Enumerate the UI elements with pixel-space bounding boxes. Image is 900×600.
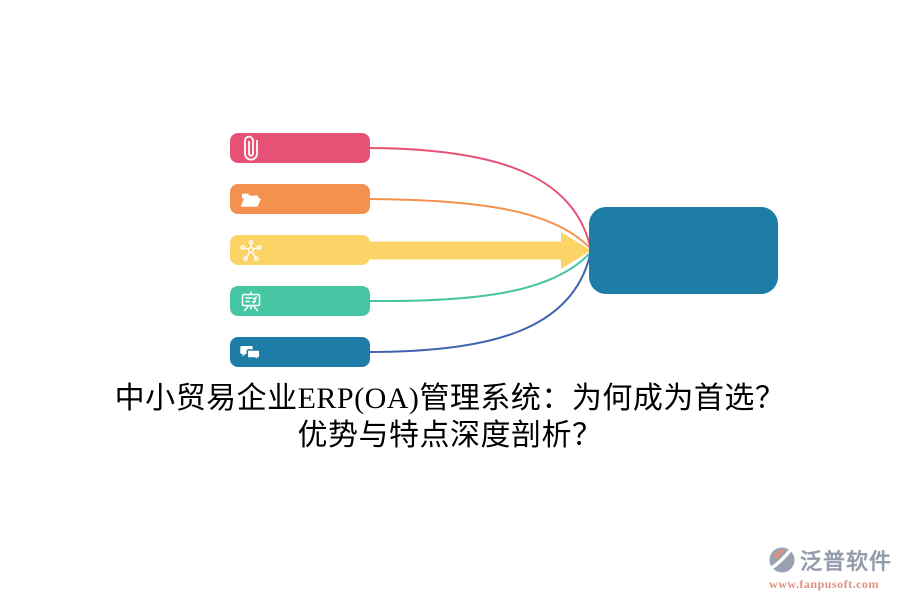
- connector-curves: [369, 147, 591, 353]
- open-folder-icon: [240, 193, 261, 207]
- node-bar-attachment: [230, 133, 370, 163]
- connector-attachment: [369, 147, 591, 247]
- fanpu-logo-icon: [769, 547, 795, 573]
- title-line-2: 优势与特点深度剖析？: [297, 419, 603, 452]
- node-bar-presentation: [230, 286, 370, 316]
- node-bar-chat: [230, 337, 370, 367]
- connector-presentation: [369, 253, 590, 303]
- watermark-url: www.fanpusoft.com: [769, 577, 879, 591]
- paperclip-icon: [244, 135, 258, 161]
- node-bar-folder: [230, 184, 370, 214]
- chat-bubbles-icon: [240, 346, 261, 363]
- watermark: 泛普软件 www.fanpusoft.com: [756, 544, 892, 592]
- target-block: [589, 207, 778, 294]
- title-line-1: 中小贸易企业ERP(OA)管理系统：为何成为首选？: [114, 382, 786, 415]
- connector-chat: [369, 254, 591, 353]
- title-block: 中小贸易企业ERP(OA)管理系统：为何成为首选？ 优势与特点深度剖析？: [0, 380, 900, 454]
- connector-folder: [369, 198, 590, 248]
- presentation-board-icon: [241, 291, 261, 312]
- watermark-brand: 泛普软件: [799, 549, 892, 574]
- arrow-connector-network: [370, 232, 591, 269]
- network-hub-icon: [240, 239, 262, 262]
- node-bar-network: [230, 235, 370, 265]
- watermark-row: 泛普软件: [756, 544, 892, 576]
